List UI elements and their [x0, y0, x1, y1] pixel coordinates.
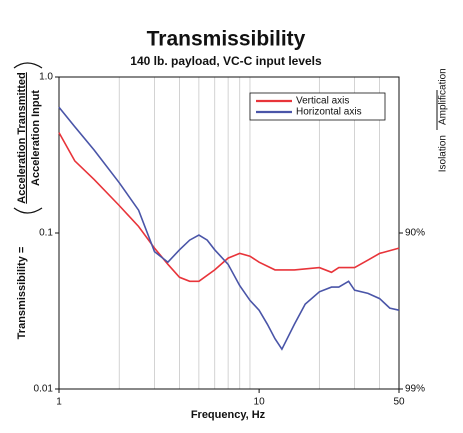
y2-axis-label: Isolation Amplification — [436, 68, 449, 172]
x-tick-label: 10 — [254, 397, 266, 408]
y2-tick-label: 90% — [405, 228, 425, 239]
x-tick-label: 1 — [56, 397, 62, 408]
plot-frame — [58, 76, 400, 390]
y2-label: Amplification — [438, 68, 449, 125]
y2-tick-label: 99% — [405, 384, 425, 395]
y-axis-label: Transmissibility = Acceleration Transmit… — [13, 62, 43, 340]
line-series — [58, 132, 400, 283]
y-label-numerator: Acceleration Transmitted — [16, 72, 28, 203]
y-tick-label: 1.0 — [39, 72, 53, 83]
chart-title: Transmissibility — [147, 28, 306, 51]
legend-label: Horizontal axis — [296, 107, 362, 118]
y-tick-label: 0.1 — [39, 228, 53, 239]
legend-box — [249, 92, 386, 121]
x-axis-label: Frequency, Hz — [191, 409, 266, 421]
y2-label: Isolation — [438, 135, 449, 172]
x-tick-label: 50 — [393, 397, 405, 408]
y-label-prefix: Transmissibility = — [16, 247, 28, 340]
chart-subtitle: 140 lb. payload, VC-C input levels — [130, 54, 322, 68]
line-series — [58, 106, 400, 351]
bracket — [13, 62, 43, 214]
y-label-denominator: Acceleration Input — [30, 90, 42, 186]
legend-label: Vertical axis — [296, 96, 349, 107]
y-tick-label: 0.01 — [34, 384, 54, 395]
